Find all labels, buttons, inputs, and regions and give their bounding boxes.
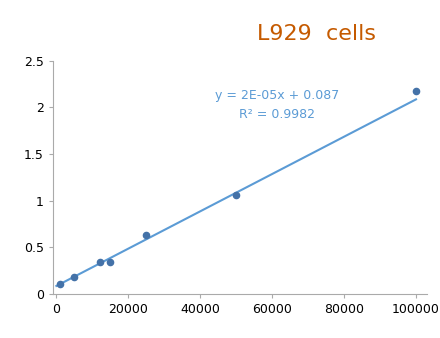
Point xyxy=(71,274,78,280)
Text: L929  cells: L929 cells xyxy=(257,24,376,44)
Point xyxy=(96,260,103,265)
Text: y = 2E-05x + 0.087
R² = 0.9982: y = 2E-05x + 0.087 R² = 0.9982 xyxy=(215,89,339,121)
Point xyxy=(56,281,63,287)
Point xyxy=(233,193,240,198)
Point xyxy=(107,259,114,265)
Point xyxy=(143,233,150,238)
Point xyxy=(412,89,419,94)
